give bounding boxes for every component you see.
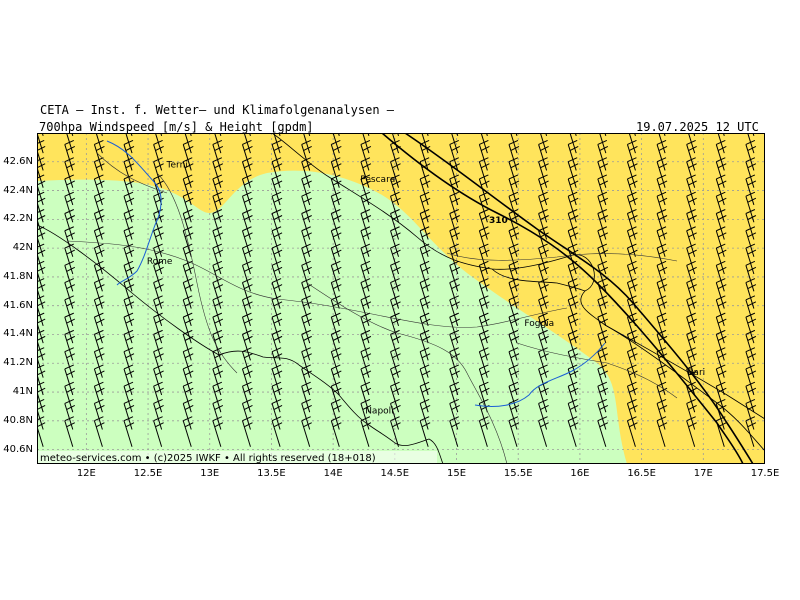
river-ofanto — [474, 342, 606, 408]
copyright-text: meteo-services.com • (c)2025 IWKF • All … — [40, 453, 376, 464]
wind-barb — [125, 133, 133, 154]
wind-barb — [154, 133, 163, 154]
wind-barb — [391, 133, 400, 154]
wind-barb — [717, 133, 725, 154]
valid-time: 19.07.2025 12 UTC — [636, 120, 759, 134]
lon-tick-label: 15E — [446, 468, 467, 479]
wind-barb — [66, 133, 74, 154]
wind-barb — [214, 133, 222, 154]
lon-tick-label: 16E — [570, 468, 590, 479]
lat-tick-label: 41.8N — [3, 270, 33, 282]
map-title: 700hpa Windspeed [m/s] & Height [gpdm] — [39, 120, 314, 134]
lat-tick-label: 41.2N — [3, 357, 33, 369]
rivers — [106, 140, 606, 408]
wind-barb — [332, 133, 340, 154]
lat-tick-label: 40.6N — [3, 443, 33, 455]
wind-barb — [302, 133, 311, 154]
wind-barb — [184, 133, 192, 154]
city-label-bari: Bari — [687, 368, 705, 378]
river-tiber — [106, 140, 162, 286]
wind-barb — [451, 133, 459, 154]
credit-backdrop — [37, 451, 437, 464]
lat-tick-label: 42.6N — [3, 155, 33, 167]
wind-barbs — [37, 133, 757, 447]
wind-barb — [687, 133, 696, 154]
lon-tick-label: 17E — [693, 468, 713, 479]
lon-tick-label: 15.5E — [503, 468, 533, 479]
wind-barb — [95, 133, 103, 154]
lon-tick-label: 12E — [76, 468, 96, 479]
height-contour-line — [381, 133, 744, 464]
wind-barb — [599, 133, 607, 154]
city-label-foggia: Foggia — [524, 319, 554, 329]
wind-barb — [747, 133, 755, 154]
lon-tick-label: 14E — [323, 468, 343, 479]
lat-tick-label: 41.4N — [3, 328, 33, 340]
map-border — [37, 133, 765, 464]
lat-tick-label: 40.8N — [3, 414, 33, 426]
gargano-coast — [491, 268, 586, 292]
wind-map: 310 Terni Pescara Rome Foggia Napoli Bari met… — [37, 133, 765, 464]
height-contours — [381, 133, 754, 464]
lon-tick-label: 14.5E — [380, 468, 410, 479]
lat-tick-label: 41N — [12, 386, 33, 398]
lon-tick-label: 16.5E — [627, 468, 656, 479]
tyrrhenian-coast — [37, 224, 444, 464]
city-labels: Terni Pescara Rome Foggia Napoli Bari — [147, 161, 705, 417]
wind-barb — [273, 133, 281, 154]
contour-label: 310 — [489, 216, 508, 226]
lat-tick-label: 42.2N — [3, 213, 33, 225]
lon-tick-label: 17.5E — [750, 468, 780, 479]
city-label-rome: Rome — [147, 257, 173, 267]
lat-tick-label: 42.4N — [3, 184, 33, 196]
wind-barb — [243, 133, 251, 154]
header-institute: CETA — Inst. f. Wetter— und Klimafolgena… — [40, 103, 395, 117]
lat-tick-label: 42N — [12, 242, 33, 254]
map-panel: 310 Terni Pescara Rome Foggia Napoli Bari met… — [37, 133, 765, 464]
lon-tick-label: 12.5E — [133, 468, 163, 479]
wind-barb — [510, 133, 518, 154]
region-borders — [66, 152, 678, 464]
lon-tick-label: 13.5E — [257, 468, 286, 479]
city-label-napoli: Napoli — [365, 407, 393, 417]
city-label-terni: Terni — [166, 161, 188, 171]
height-contour-line — [404, 133, 754, 464]
wind-barb — [628, 133, 636, 154]
city-label-pescara: Pescara — [360, 175, 395, 185]
wind-barb — [658, 133, 666, 154]
lon-tick-label: 13E — [200, 468, 220, 479]
wind-barb — [37, 133, 44, 154]
wind-barb — [362, 133, 370, 154]
wind-barb — [480, 133, 488, 154]
lat-tick-label: 41.6N — [3, 299, 33, 311]
wind-barb — [569, 133, 577, 154]
coastlines — [37, 133, 765, 464]
wind-barb — [539, 133, 548, 154]
